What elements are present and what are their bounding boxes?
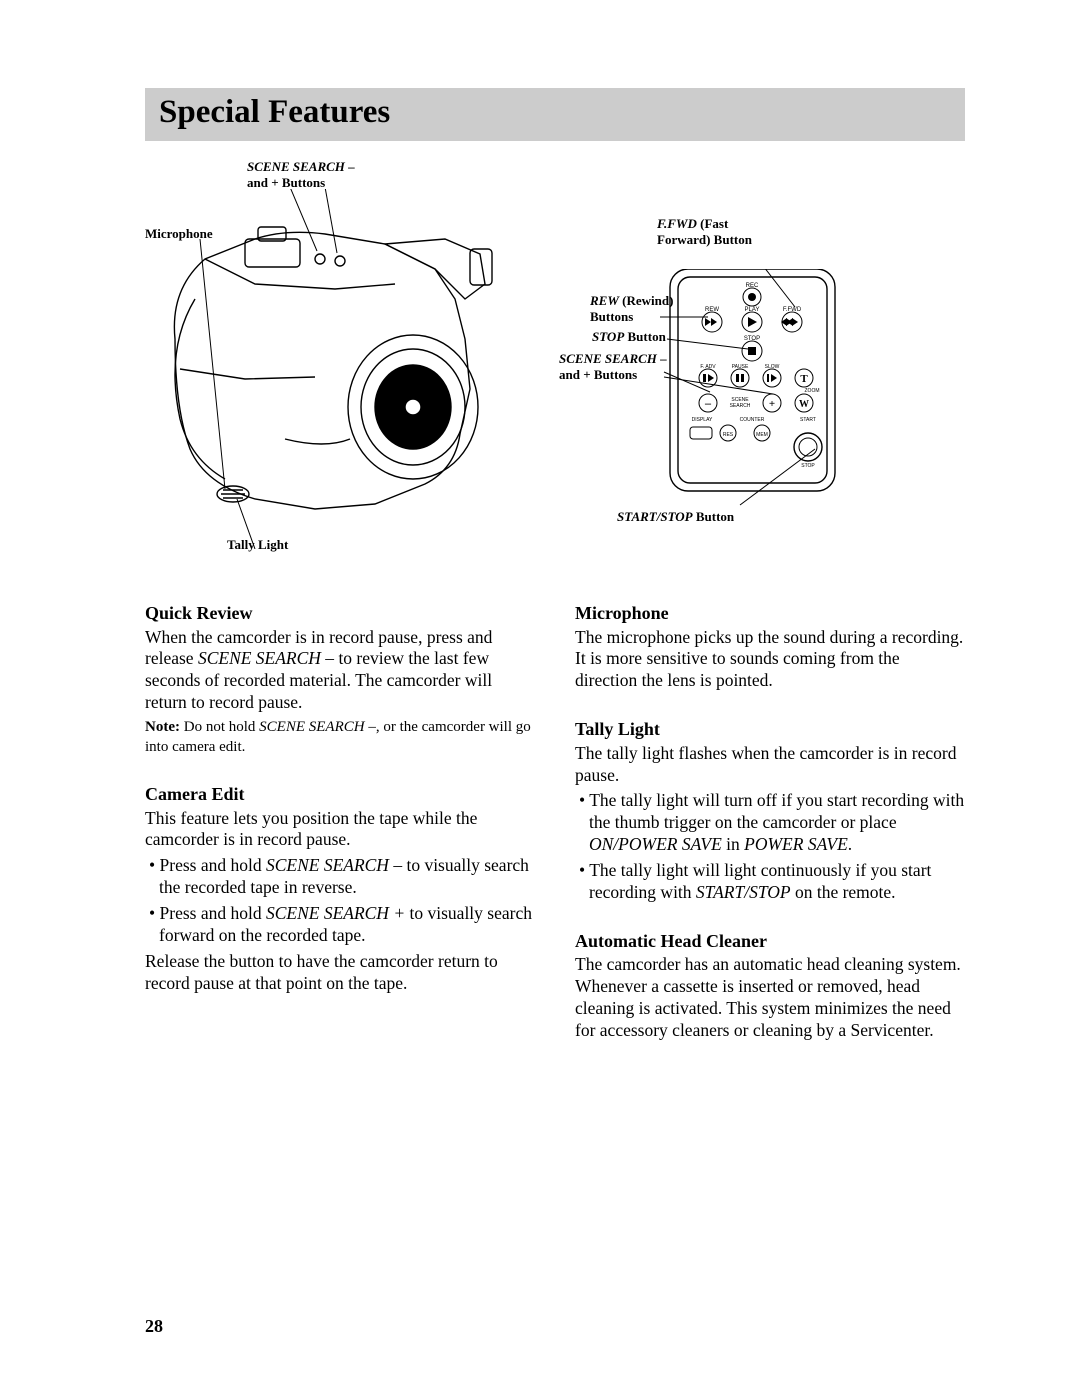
section-camera-edit: Camera Edit This feature lets you positi… bbox=[145, 783, 535, 995]
camera-edit-outro: Release the button to have the camcorder… bbox=[145, 951, 535, 995]
quick-review-note: Note: Do not hold SCENE SEARCH –, or the… bbox=[145, 718, 535, 757]
section-tally-light: Tally Light The tally light flashes when… bbox=[575, 718, 965, 904]
svg-text:START: START bbox=[800, 417, 816, 423]
svg-text:T: T bbox=[800, 373, 808, 385]
svg-text:ZOOM: ZOOM bbox=[805, 388, 820, 394]
heading-tally-light: Tally Light bbox=[575, 718, 965, 741]
label-ffwd: F.FWD (Fast Forward) Button bbox=[657, 216, 752, 247]
page-title: Special Features bbox=[159, 94, 951, 131]
svg-text:+: + bbox=[769, 398, 775, 410]
head-cleaner-body: The camcorder has an automatic head clea… bbox=[575, 954, 965, 1042]
text-columns: Quick Review When the camcorder is in re… bbox=[145, 602, 965, 1068]
svg-text:W: W bbox=[799, 399, 809, 410]
list-item: Press and hold SCENE SEARCH – to visuall… bbox=[145, 855, 535, 899]
diagram-area: SCENE SEARCH – and + Buttons Microphone … bbox=[145, 159, 965, 574]
left-column: Quick Review When the camcorder is in re… bbox=[145, 602, 535, 1068]
list-item: Press and hold SCENE SEARCH + to visuall… bbox=[145, 903, 535, 947]
tally-light-intro: The tally light flashes when the camcord… bbox=[575, 743, 965, 787]
list-item: The tally light will turn off if you sta… bbox=[575, 790, 965, 856]
right-column: Microphone The microphone picks up the s… bbox=[575, 602, 965, 1068]
svg-text:STOP: STOP bbox=[801, 463, 815, 469]
list-item: The tally light will light continuously … bbox=[575, 860, 965, 904]
heading-camera-edit: Camera Edit bbox=[145, 783, 535, 806]
svg-text:MEM: MEM bbox=[756, 432, 768, 438]
section-head-cleaner: Automatic Head Cleaner The camcorder has… bbox=[575, 930, 965, 1042]
svg-text:–: – bbox=[704, 396, 712, 410]
svg-text:COUNTER: COUNTER bbox=[740, 417, 765, 423]
heading-microphone: Microphone bbox=[575, 602, 965, 625]
svg-text:DISPLAY: DISPLAY bbox=[692, 417, 713, 423]
microphone-body: The microphone picks up the sound during… bbox=[575, 627, 965, 693]
remote-illustration: REC REW PLAY F.FWD STOP F. ADV PAUSE SLO… bbox=[640, 269, 850, 519]
section-quick-review: Quick Review When the camcorder is in re… bbox=[145, 602, 535, 757]
section-microphone: Microphone The microphone picks up the s… bbox=[575, 602, 965, 692]
label-scene-search-top: SCENE SEARCH – and + Buttons bbox=[247, 159, 355, 190]
tally-light-list: The tally light will turn off if you sta… bbox=[575, 790, 965, 903]
title-bar: Special Features bbox=[145, 88, 965, 141]
camera-edit-intro: This feature lets you position the tape … bbox=[145, 808, 535, 852]
camera-edit-list: Press and hold SCENE SEARCH – to visuall… bbox=[145, 855, 535, 947]
heading-quick-review: Quick Review bbox=[145, 602, 535, 625]
heading-head-cleaner: Automatic Head Cleaner bbox=[575, 930, 965, 953]
svg-text:SEARCH: SEARCH bbox=[730, 403, 751, 409]
camcorder-illustration bbox=[135, 189, 515, 549]
quick-review-body: When the camcorder is in record pause, p… bbox=[145, 627, 535, 715]
svg-text:RES: RES bbox=[723, 432, 734, 438]
page-number: 28 bbox=[145, 1316, 163, 1337]
